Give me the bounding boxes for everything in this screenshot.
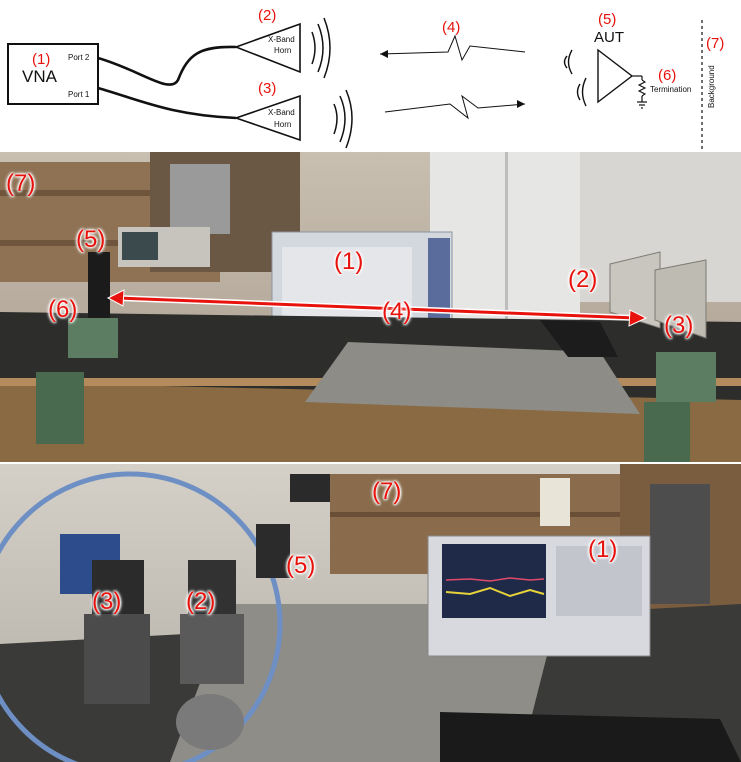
return-signal-arrow [379, 34, 526, 62]
background-number: (7) [706, 35, 724, 52]
photo-bottom-label-horn-tx: (3) [92, 588, 122, 615]
lab-photo-side-view: (7) (5) (6) (1) (4) (2) (3) [0, 152, 741, 462]
photo-bottom-label-vna: (1) [588, 536, 618, 563]
setup-diagram: (1) VNA Port 2 Port 1 (2) X-Band Horn (3… [0, 0, 741, 152]
wave-tx-1 [333, 103, 338, 135]
photo-bottom-label-aut: (5) [286, 552, 316, 579]
photo-top-label-horn-tx: (3) [664, 312, 694, 339]
photo-top-label-horn-rx: (2) [568, 266, 598, 293]
aut-wave-2 [567, 49, 573, 75]
horn-tx-line1: X-Band [268, 108, 295, 117]
wave-tx-2 [339, 95, 346, 143]
lab-photo-front-view: (7) (1) (5) (3) (2) [0, 464, 741, 762]
photo-top-label-termination: (6) [48, 296, 78, 323]
vna-label: VNA [22, 67, 58, 86]
horn-rx-shape [233, 22, 301, 74]
photo-top-label-background: (7) [6, 170, 36, 197]
vna-number: (1) [32, 51, 50, 68]
horn-tx-number: (3) [258, 80, 276, 97]
horn-tx-shape [233, 94, 301, 142]
termination-symbol [632, 75, 647, 109]
aut-wave-1 [563, 55, 568, 69]
background-label: Background [707, 65, 716, 108]
photo-top-label-aut: (5) [76, 226, 106, 253]
incident-signal-arrow [384, 94, 526, 120]
wave-rx-3 [323, 17, 331, 79]
aut-horn-shape [597, 48, 634, 104]
propagation-path-arrow [106, 289, 648, 327]
horn-tx-line2: Horn [274, 120, 291, 129]
diagram-svg: (1) VNA Port 2 Port 1 (2) X-Band Horn (3… [7, 7, 724, 150]
aut-label: AUT [594, 29, 624, 46]
photo-top-scene [0, 152, 741, 462]
vna-port1-label: Port 1 [68, 90, 90, 99]
horn-rx-line2: Horn [274, 46, 291, 55]
wave-rx-1 [311, 31, 316, 65]
photo-bottom-label-background: (7) [372, 478, 402, 505]
vna-box [7, 43, 99, 105]
path-number: (4) [442, 19, 460, 36]
photo-top-label-path: (4) [382, 298, 412, 325]
photo-top-label-vna: (1) [334, 248, 364, 275]
horn-rx-number: (2) [258, 7, 276, 24]
aut-wave-4 [581, 77, 587, 107]
horn-rx-line1: X-Band [268, 35, 295, 44]
wave-tx-3 [345, 89, 353, 149]
cable-port2 [97, 45, 237, 86]
wave-rx-2 [317, 23, 324, 73]
aut-wave-3 [576, 83, 581, 101]
vna-port2-label: Port 2 [68, 53, 90, 62]
cable-port1 [97, 86, 237, 120]
aut-number: (5) [598, 11, 616, 28]
termination-label: Termination [650, 85, 691, 94]
photo-bottom-label-horn-rx: (2) [186, 588, 216, 615]
termination-number: (6) [658, 67, 676, 84]
photo-bottom-scene [0, 464, 741, 762]
